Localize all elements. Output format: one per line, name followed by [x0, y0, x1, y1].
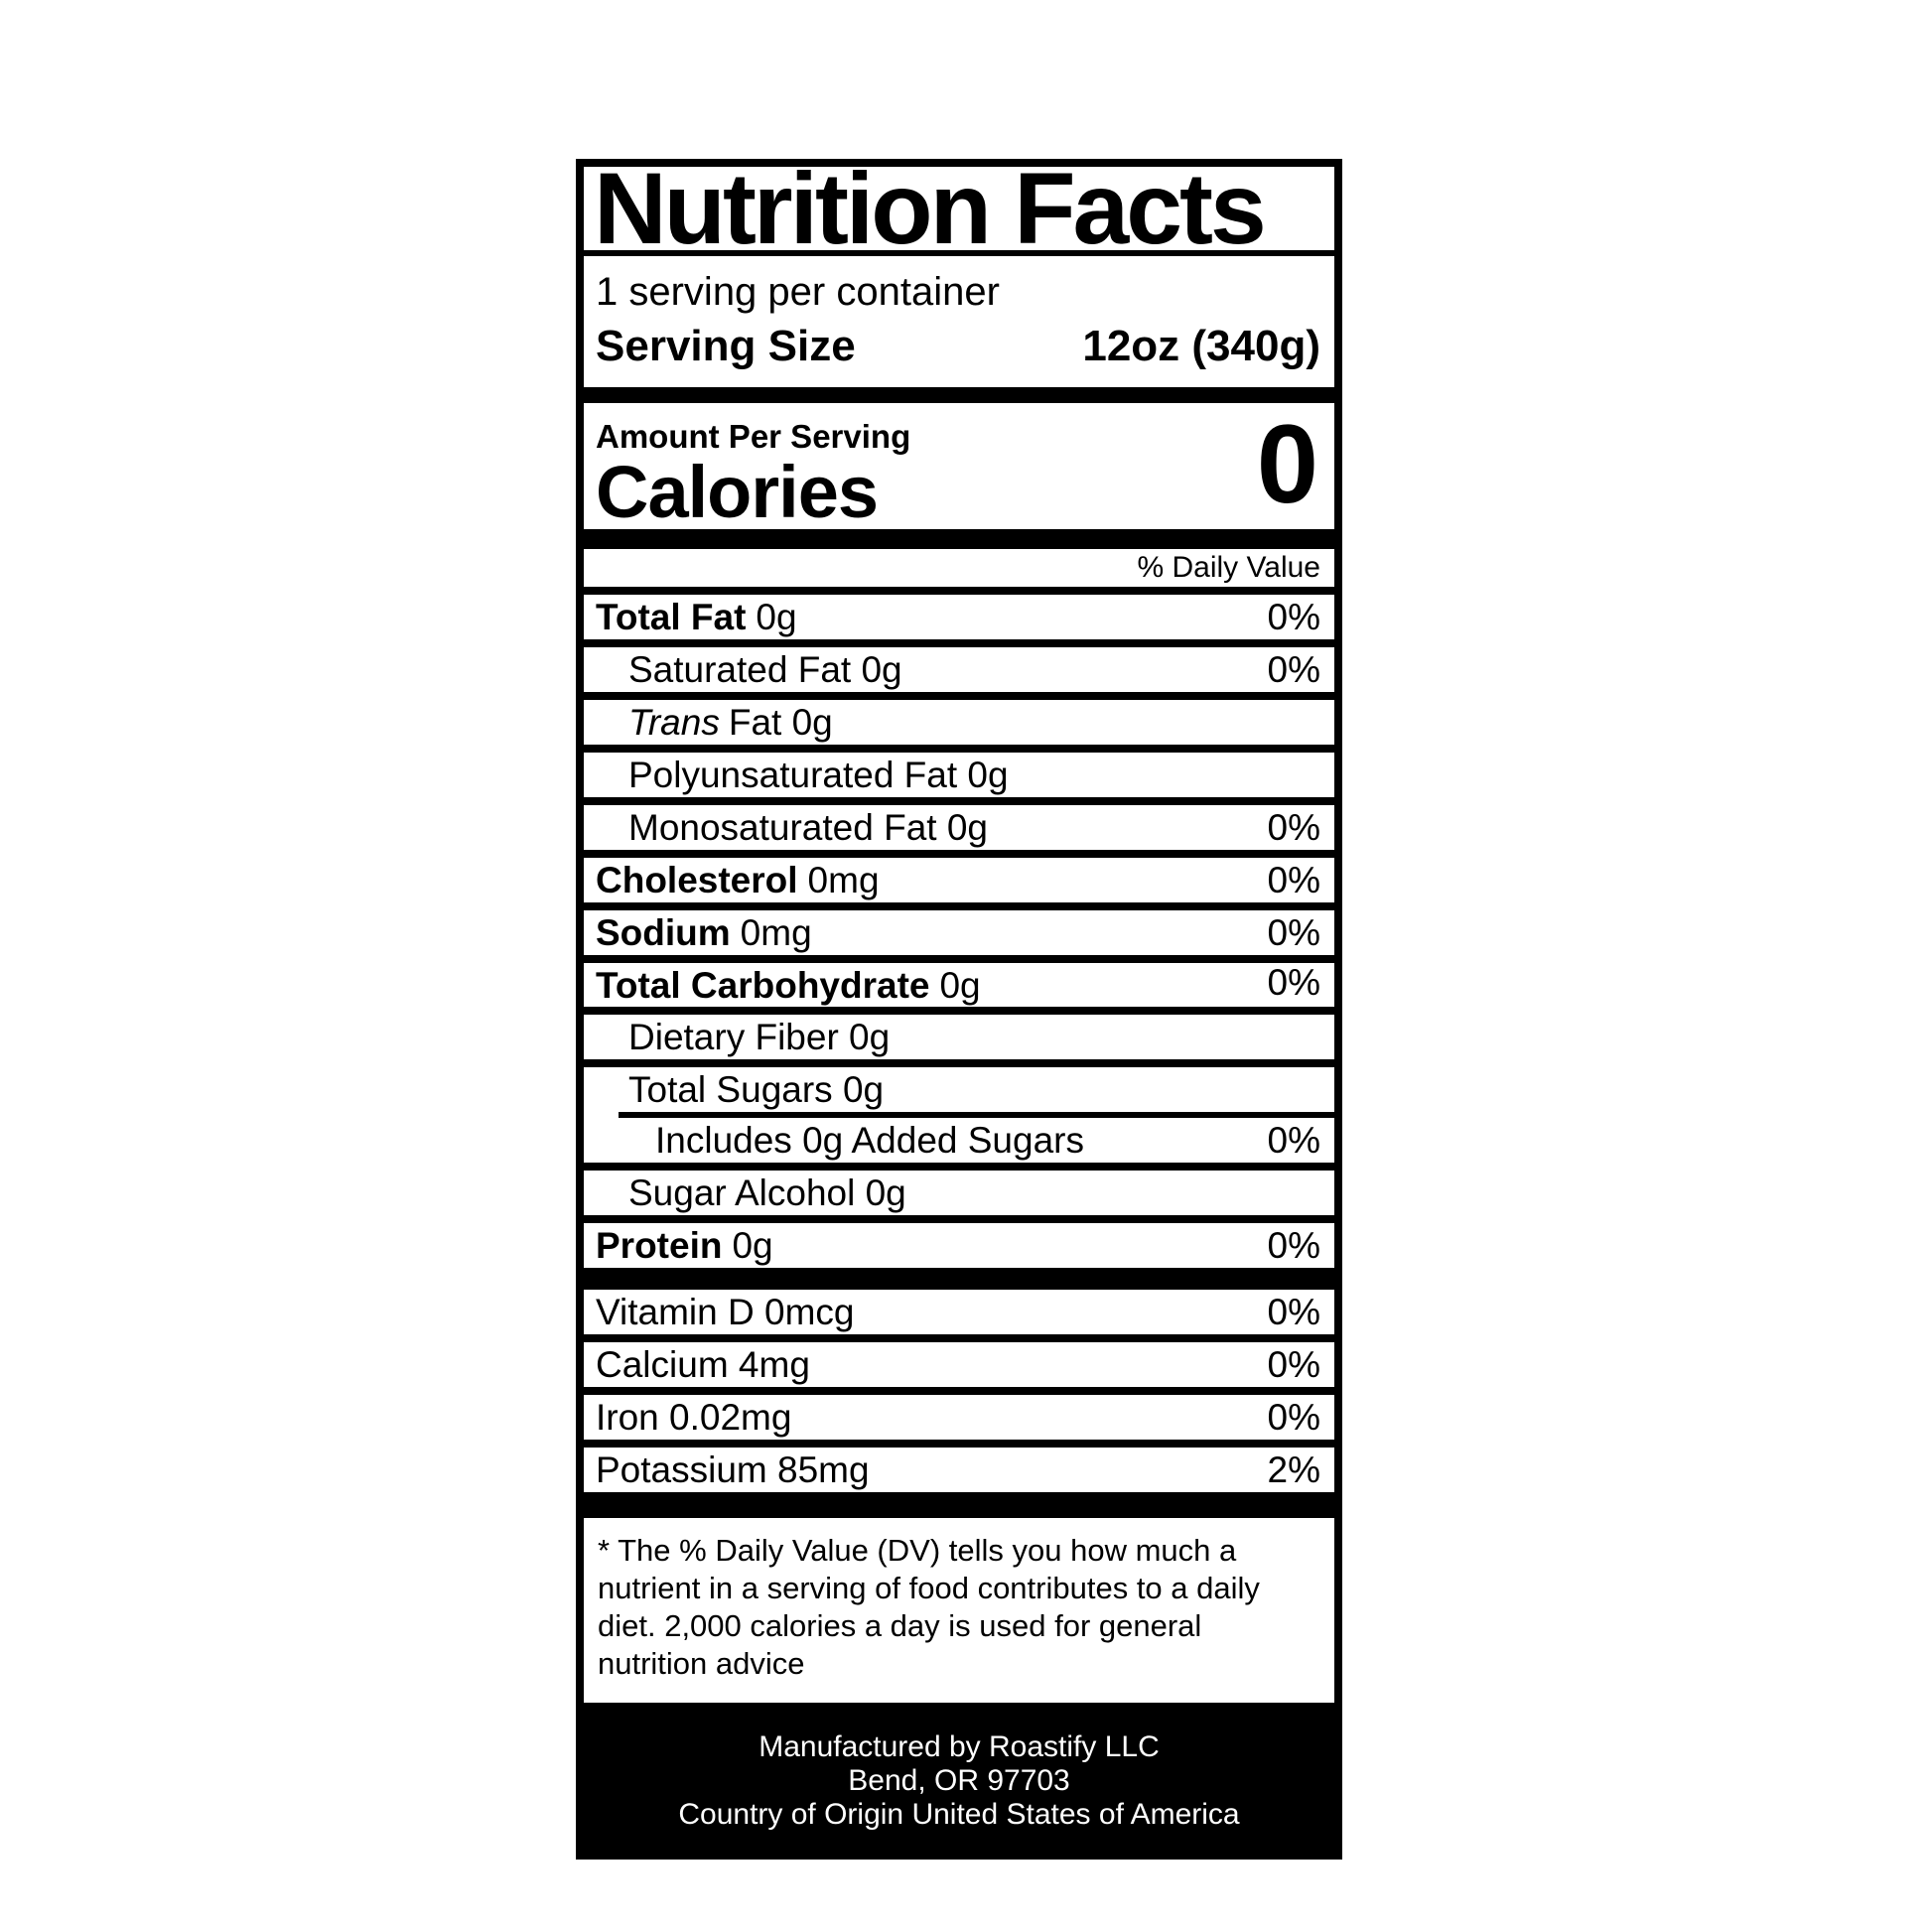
vitamin-name: Calcium 4mg: [596, 1344, 810, 1385]
vitamin-pct: 2%: [1267, 1449, 1320, 1490]
servings-per-container: 1 serving per container: [596, 270, 1000, 314]
vitamin-pct: 0%: [1267, 1397, 1320, 1438]
nutrient-name-italic: Trans: [628, 702, 720, 743]
nutrient-row-sodium: Sodium 0mg 0%: [584, 910, 1334, 963]
nutrient-pct: 0%: [1267, 1225, 1320, 1266]
nutrient-pct: 0%: [1267, 649, 1320, 690]
calories-section: Amount Per Serving Calories 0: [584, 403, 1334, 530]
nutrient-row-sugar-alcohol: Sugar Alcohol 0g: [584, 1171, 1334, 1223]
nutrient-amount: 0g: [939, 965, 981, 1006]
daily-value-header-row: % Daily Value: [584, 549, 1334, 595]
nutrient-amount: 0mg: [807, 860, 880, 900]
nutrient-name: Monosaturated Fat 0g: [628, 807, 988, 848]
nutrient-row-cholesterol: Cholesterol 0mg 0%: [584, 858, 1334, 910]
manufacturer-line: Manufactured by Roastify LLC: [759, 1730, 1160, 1763]
nutrient-row-total-fat: Total Fat 0g 0%: [584, 595, 1334, 647]
daily-value-footnote: * The % Daily Value (DV) tells you how m…: [598, 1533, 1260, 1681]
vitamin-pct: 0%: [1267, 1344, 1320, 1385]
separator-bar: [584, 1268, 1334, 1290]
vitamin-row-vitamin-d: Vitamin D 0mcg 0%: [584, 1290, 1334, 1342]
nutrient-name: Sugar Alcohol 0g: [628, 1173, 906, 1213]
nutrient-name: Total Fat: [596, 597, 747, 637]
separator-bar: [584, 387, 1334, 403]
nutrient-name: Protein: [596, 1225, 723, 1266]
nutrient-pct: 0%: [1267, 807, 1320, 848]
serving-size-label: Serving Size: [596, 322, 856, 370]
nutrient-row-total-sugars: Total Sugars 0g: [584, 1067, 1334, 1112]
nutrient-row-protein: Protein 0g 0%: [584, 1223, 1334, 1268]
serving-size-value: 12oz (340g): [1082, 322, 1320, 370]
label-title: Nutrition Facts: [594, 167, 1267, 256]
nutrient-name: Saturated Fat 0g: [628, 649, 902, 690]
vitamin-row-iron: Iron 0.02mg 0%: [584, 1395, 1334, 1448]
serving-size-row: Serving Size 12oz (340g): [596, 318, 1320, 375]
indented-divider: [619, 1112, 1334, 1118]
nutrient-row-dietary-fiber: Dietary Fiber 0g: [584, 1015, 1334, 1067]
vitamin-row-calcium: Calcium 4mg 0%: [584, 1342, 1334, 1395]
manufacturer-footer: Manufactured by Roastify LLC Bend, OR 97…: [584, 1703, 1334, 1852]
nutrient-amount: 0mg: [740, 912, 812, 953]
nutrient-row-saturated-fat: Saturated Fat 0g 0%: [584, 647, 1334, 700]
nutrient-row-trans-fat: Trans Fat 0g: [584, 700, 1334, 753]
nutrition-facts-label: Nutrition Facts 1 serving per container …: [576, 159, 1342, 1860]
nutrient-name: Includes 0g Added Sugars: [655, 1120, 1084, 1161]
serving-section: 1 serving per container Serving Size 12o…: [584, 256, 1334, 387]
nutrient-name: Total Sugars 0g: [628, 1069, 885, 1110]
nutrient-name: Fat 0g: [728, 702, 833, 743]
nutrient-pct: 0%: [1267, 597, 1320, 637]
amount-per-serving-label: Amount Per Serving: [596, 418, 911, 455]
daily-value-header: % Daily Value: [1137, 551, 1320, 584]
nutrient-row-monosaturated-fat: Monosaturated Fat 0g 0%: [584, 805, 1334, 858]
nutrient-pct: 0%: [1267, 860, 1320, 900]
nutrient-name: Dietary Fiber 0g: [628, 1017, 891, 1057]
nutrient-amount: 0g: [732, 1225, 773, 1266]
nutrient-pct: 0%: [1267, 1120, 1320, 1161]
nutrient-amount: 0g: [756, 597, 797, 637]
nutrient-pct: 0%: [1267, 962, 1320, 1003]
nutrient-name: Polyunsaturated Fat 0g: [628, 755, 1009, 795]
vitamin-name: Vitamin D 0mcg: [596, 1292, 855, 1332]
country-of-origin: Country of Origin United States of Ameri…: [678, 1798, 1240, 1831]
separator-bar: [584, 1492, 1334, 1518]
nutrient-name: Cholesterol: [596, 860, 798, 900]
label-header: Nutrition Facts: [584, 167, 1334, 256]
vitamin-name: Potassium 85mg: [596, 1449, 870, 1490]
manufacturer-address: Bend, OR 97703: [848, 1764, 1070, 1797]
nutrient-pct: 0%: [1267, 912, 1320, 953]
calories-value: 0: [1256, 403, 1318, 526]
vitamin-row-potassium: Potassium 85mg 2%: [584, 1448, 1334, 1492]
nutrient-row-added-sugars: Includes 0g Added Sugars 0%: [584, 1118, 1334, 1171]
vitamin-name: Iron 0.02mg: [596, 1397, 792, 1438]
nutrient-name: Sodium: [596, 912, 731, 953]
nutrient-name: Total Carbohydrate: [596, 965, 930, 1006]
nutrient-row-total-carbohydrate: Total Carbohydrate 0g 0%: [584, 962, 1334, 1015]
separator-bar: [584, 529, 1334, 549]
calories-label: Calories: [596, 451, 879, 530]
nutrient-row-polyunsaturated-fat: Polyunsaturated Fat 0g: [584, 753, 1334, 805]
vitamin-pct: 0%: [1267, 1292, 1320, 1332]
